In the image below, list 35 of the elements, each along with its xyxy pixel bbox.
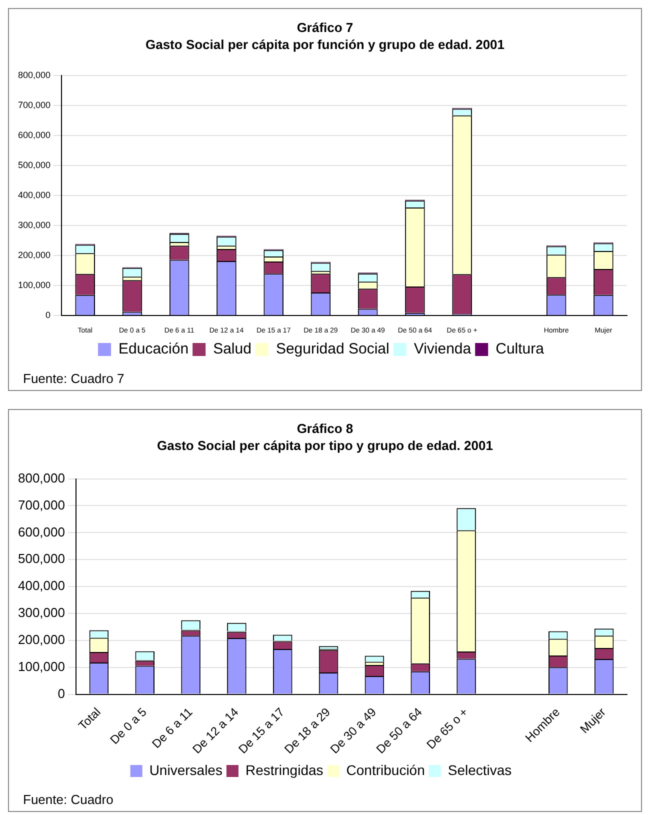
legend-label: Seguridad Social: [276, 340, 390, 358]
y-tick-label: 200,000: [18, 632, 65, 648]
chart-subtitle: Gasto Social per cápita por tipo y grupo de edad. 2001: [156, 437, 494, 454]
y-tick-label: 500,000: [18, 160, 51, 170]
source-note: Fuente: Cuadro 7: [23, 371, 126, 386]
x-tick-label: De 0 a 5: [107, 704, 150, 747]
legend-label: Restringidas: [245, 762, 324, 778]
y-tick-label: 100,000: [18, 280, 51, 290]
source-note: Fuente: Cuadro: [23, 792, 114, 807]
y-tick-label: 700,000: [18, 497, 65, 512]
legend-label: Vivienda: [414, 340, 472, 358]
y-tick-label: 200,000: [18, 250, 51, 260]
y-tick-label: 0: [58, 686, 65, 701]
y-tick-label: 100,000: [18, 658, 65, 674]
y-tick-label: 0: [46, 310, 51, 320]
chart-title: Gráfico 7: [296, 19, 354, 36]
x-tick-label: De 65 o +: [424, 704, 471, 752]
legend-label: Universales: [149, 762, 222, 778]
legend-label: Salud: [213, 340, 252, 358]
y-tick-label: 300,000: [18, 220, 51, 230]
legend-label: Contribución: [346, 762, 425, 778]
legend-label: Selectivas: [448, 762, 512, 778]
y-tick-label: 600,000: [18, 524, 65, 540]
y-tick-label: 400,000: [18, 578, 65, 594]
y-tick-label: 500,000: [18, 551, 65, 566]
y-tick-label: 600,000: [18, 130, 51, 140]
chart-title: Gráfico 8: [296, 420, 354, 437]
y-tick-label: 800,000: [18, 470, 65, 486]
y-tick-label: 800,000: [18, 70, 51, 80]
y-tick-label: 700,000: [18, 100, 51, 110]
chart-subtitle: Gasto Social per cápita por función y grupo de edad. 2001: [144, 36, 506, 53]
y-tick-label: 300,000: [18, 605, 65, 620]
y-tick-label: 400,000: [18, 190, 51, 200]
legend-label: Educación: [118, 340, 189, 358]
legend-label: Cultura: [496, 340, 545, 358]
